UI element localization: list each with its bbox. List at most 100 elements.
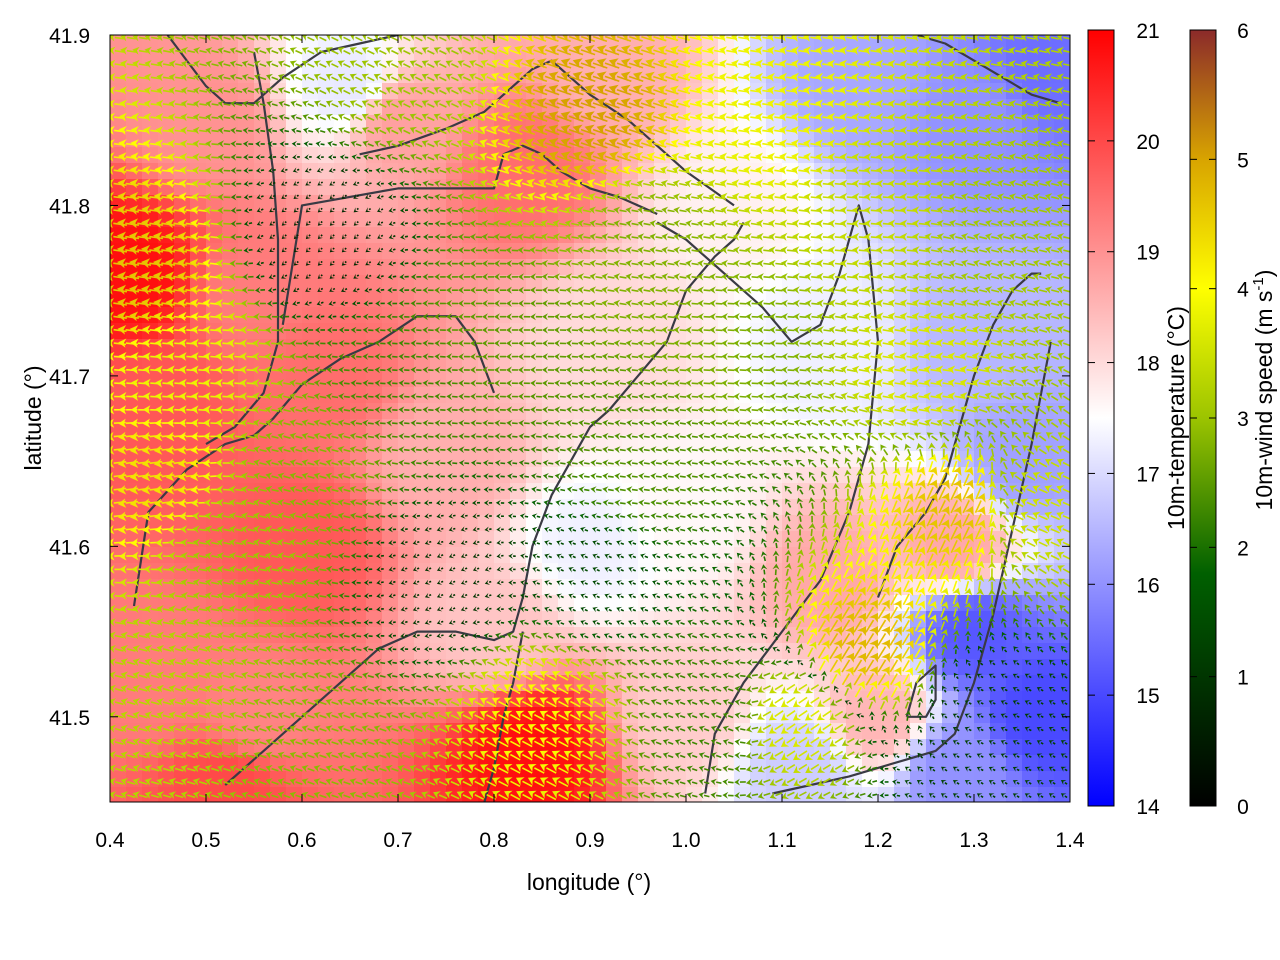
heatmap-cell xyxy=(318,195,335,212)
heatmap-cell xyxy=(270,195,287,212)
heatmap-cell xyxy=(238,467,255,484)
heatmap-cell xyxy=(174,435,191,452)
heatmap-cell xyxy=(254,51,271,68)
heatmap-cell xyxy=(366,83,383,100)
heatmap-cell xyxy=(222,611,239,628)
heatmap-cell xyxy=(238,195,255,212)
heatmap-cell xyxy=(510,563,527,580)
heatmap-cell xyxy=(318,467,335,484)
heatmap-cell xyxy=(382,275,399,292)
heatmap-cell xyxy=(190,643,207,660)
heatmap-cell xyxy=(366,755,383,772)
heatmap-cell xyxy=(254,259,271,276)
heatmap-cell xyxy=(206,563,223,580)
heatmap-cell xyxy=(190,787,207,802)
heatmap-cell xyxy=(126,515,143,532)
heatmap-cell xyxy=(190,483,207,500)
heatmap-cell xyxy=(510,547,527,564)
heatmap-cell xyxy=(574,787,591,802)
heatmap-cell xyxy=(254,563,271,580)
heatmap-cell xyxy=(462,483,479,500)
heatmap-cell xyxy=(654,563,671,580)
heatmap-cell xyxy=(398,691,415,708)
heatmap-cell xyxy=(798,291,815,308)
heatmap-cell xyxy=(238,627,255,644)
heatmap-cell xyxy=(558,371,575,388)
heatmap-cell xyxy=(286,627,303,644)
heatmap-cell xyxy=(702,419,719,436)
heatmap-cell xyxy=(318,611,335,628)
heatmap-cell xyxy=(238,595,255,612)
heatmap-cell xyxy=(606,323,623,340)
heatmap-cell xyxy=(302,275,319,292)
heatmap-cell xyxy=(542,35,559,52)
heatmap-cell xyxy=(286,755,303,772)
heatmap-cell xyxy=(174,355,191,372)
heatmap-cell xyxy=(734,451,751,468)
heatmap-cell xyxy=(894,99,911,116)
heatmap-cell xyxy=(558,387,575,404)
heatmap-cell xyxy=(238,723,255,740)
heatmap-cell xyxy=(414,627,431,644)
heatmap-cell xyxy=(238,275,255,292)
heatmap-cell xyxy=(1006,435,1023,452)
heatmap-cell xyxy=(302,179,319,196)
heatmap-cell xyxy=(494,483,511,500)
heatmap-cell xyxy=(366,99,383,116)
heatmap-cell xyxy=(542,579,559,596)
heatmap-cell xyxy=(190,227,207,244)
heatmap-cell xyxy=(558,259,575,276)
heatmap-cell xyxy=(910,147,927,164)
wind-arrow-shaft xyxy=(248,235,253,238)
heatmap-cell xyxy=(334,515,351,532)
heatmap-cell xyxy=(286,99,303,116)
heatmap-cell xyxy=(430,563,447,580)
heatmap-cell xyxy=(958,771,975,788)
heatmap-cell xyxy=(334,275,351,292)
heatmap-cell xyxy=(334,227,351,244)
heatmap-cell xyxy=(558,531,575,548)
heatmap-cell xyxy=(318,627,335,644)
heatmap-cell xyxy=(286,403,303,420)
heatmap-cell xyxy=(702,323,719,340)
heatmap-cell xyxy=(238,355,255,372)
heatmap-cell xyxy=(366,163,383,180)
heatmap-cell xyxy=(590,643,607,660)
heatmap-cell xyxy=(766,707,783,724)
heatmap-cell xyxy=(254,467,271,484)
heatmap-cell xyxy=(350,531,367,548)
heatmap-cell xyxy=(318,707,335,724)
heatmap-cell xyxy=(398,563,415,580)
heatmap-cell xyxy=(430,611,447,628)
heatmap-cell xyxy=(398,467,415,484)
heatmap-cell xyxy=(142,83,159,100)
wind-arrow-shaft xyxy=(186,541,196,545)
wind-arrow-shaft xyxy=(235,129,242,133)
heatmap-cell xyxy=(222,675,239,692)
heatmap-cell xyxy=(718,771,735,788)
heatmap-cell xyxy=(174,771,191,788)
heatmap-cell xyxy=(846,147,863,164)
heatmap-cell xyxy=(254,451,271,468)
heatmap-cell xyxy=(350,691,367,708)
heatmap-cell xyxy=(238,179,255,196)
heatmap-cell xyxy=(206,627,223,644)
heatmap-cell xyxy=(302,771,319,788)
heatmap-cell xyxy=(542,547,559,564)
heatmap-cell xyxy=(318,755,335,772)
heatmap-cell xyxy=(238,307,255,324)
heatmap-cell xyxy=(638,723,655,740)
heatmap-cell xyxy=(846,259,863,276)
heatmap-cell xyxy=(526,787,543,802)
heatmap-cell xyxy=(174,531,191,548)
heatmap-cell xyxy=(222,483,239,500)
heatmap-cell xyxy=(1038,787,1055,802)
heatmap-cell xyxy=(702,403,719,420)
heatmap-cell xyxy=(894,611,911,628)
heatmap-cell xyxy=(414,243,431,260)
heatmap-cell xyxy=(110,563,127,580)
heatmap-cell xyxy=(622,531,639,548)
heatmap-cell xyxy=(1022,707,1039,724)
heatmap-cell xyxy=(958,643,975,660)
heatmap-cell xyxy=(222,371,239,388)
